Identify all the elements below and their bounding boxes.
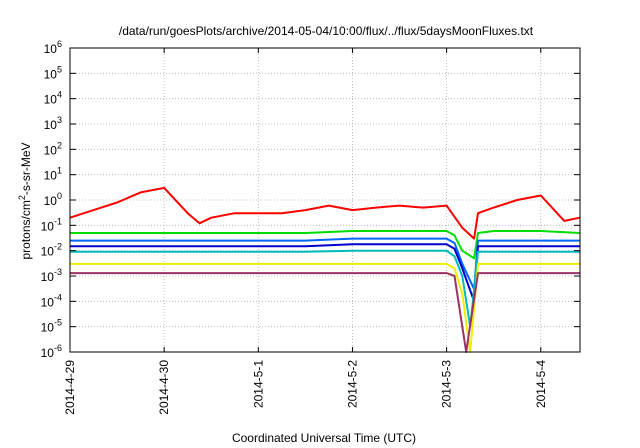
y-tick-exponent: 0 xyxy=(57,191,62,201)
y-tick-exponent: -5 xyxy=(54,318,62,328)
series-line-4 xyxy=(70,243,580,303)
x-tick-label: 2014-5-3 xyxy=(440,360,454,408)
y-tick-exponent: -2 xyxy=(54,242,62,252)
y-tick-base: 10 xyxy=(41,245,55,259)
y-tick-exponent: 5 xyxy=(57,64,62,74)
y-axis-label-sup: 2 xyxy=(17,195,27,200)
y-tick-label: 100 xyxy=(44,191,62,208)
y-tick-label: 102 xyxy=(44,140,62,157)
y-axis-label-suffix: -s-sr-MeV xyxy=(19,142,33,195)
y-tick-base: 10 xyxy=(44,169,58,183)
series-line-2 xyxy=(70,230,581,260)
series-line-7 xyxy=(70,272,580,353)
axes: 2014-4-29 2014-4-30 2014-5-1 2014-5-2 2014-5… xyxy=(41,39,581,415)
y-tick-label: 10-3 xyxy=(41,267,62,284)
series-lines xyxy=(69,186,581,353)
x-tick-label: 2014-5-1 xyxy=(251,360,265,408)
y-tick-base: 10 xyxy=(44,194,58,208)
x-tick-label: 2014-5-2 xyxy=(345,360,359,408)
plot-frame xyxy=(69,47,581,353)
y-tick-exponent: -1 xyxy=(54,216,62,226)
y-axis-label: protons/cm2-s-sr-MeV xyxy=(17,142,33,259)
y-tick-base: 10 xyxy=(44,93,58,107)
y-tick-exponent: -6 xyxy=(54,343,62,353)
y-tick-label: 104 xyxy=(44,90,62,107)
y-axis-label-prefix: protons/cm xyxy=(19,200,33,259)
x-tick-label: 2014-4-30 xyxy=(157,360,171,415)
y-tick-label: 10-4 xyxy=(41,292,62,309)
y-tick-label: 103 xyxy=(44,115,62,132)
y-tick-exponent: 4 xyxy=(57,90,62,100)
series-line-1 xyxy=(69,186,581,240)
y-tick-base: 10 xyxy=(41,295,55,309)
y-tick-base: 10 xyxy=(41,346,55,360)
y-tick-exponent: -3 xyxy=(54,267,62,277)
y-tick-base: 10 xyxy=(44,67,58,81)
y-tick-label: 105 xyxy=(44,64,62,81)
y-tick-label: 10-1 xyxy=(41,216,62,233)
series-line-6 xyxy=(70,262,580,353)
series-line-5 xyxy=(70,249,580,328)
y-tick-base: 10 xyxy=(41,270,55,284)
series-line-3 xyxy=(70,237,580,291)
y-tick-label: 106 xyxy=(44,39,62,56)
y-tick-exponent: 2 xyxy=(57,140,62,150)
chart-title: /data/run/goesPlots/archive/2014-05-04/1… xyxy=(119,24,534,38)
y-tick-base: 10 xyxy=(41,321,55,335)
x-tick-label: 2014-5-4 xyxy=(534,360,548,408)
y-tick-exponent: -4 xyxy=(54,292,62,302)
y-tick-label: 101 xyxy=(44,166,62,183)
y-tick-label: 10-5 xyxy=(41,318,62,335)
y-tick-base: 10 xyxy=(44,118,58,132)
y-tick-base: 10 xyxy=(41,219,55,233)
x-tick-label: 2014-4-29 xyxy=(63,360,77,415)
y-tick-label: 10-6 xyxy=(41,343,62,360)
y-tick-base: 10 xyxy=(44,143,58,157)
y-tick-exponent: 3 xyxy=(57,115,62,125)
y-tick-exponent: 1 xyxy=(57,166,62,176)
x-axis-label: Coordinated Universal Time (UTC) xyxy=(232,431,416,445)
y-tick-exponent: 6 xyxy=(57,39,62,49)
y-tick-base: 10 xyxy=(44,42,58,56)
y-tick-label: 10-2 xyxy=(41,242,62,259)
